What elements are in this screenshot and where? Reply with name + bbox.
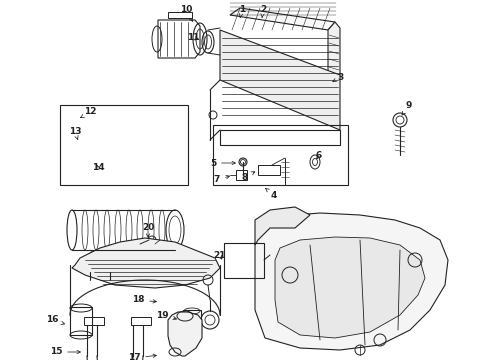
- Text: 21: 21: [213, 251, 225, 260]
- Bar: [84, 317, 104, 325]
- Text: 11: 11: [187, 33, 199, 42]
- Bar: [224, 243, 264, 278]
- Polygon shape: [328, 22, 340, 80]
- Text: 1: 1: [239, 5, 245, 17]
- Text: 4: 4: [266, 188, 277, 199]
- Polygon shape: [255, 213, 448, 350]
- Polygon shape: [168, 312, 202, 356]
- Bar: [60, 105, 188, 185]
- Text: 9: 9: [402, 100, 412, 115]
- Text: 7: 7: [214, 175, 229, 184]
- Text: 20: 20: [142, 224, 154, 237]
- Text: 2: 2: [260, 5, 266, 17]
- Text: 8: 8: [242, 172, 255, 181]
- Bar: [213, 125, 348, 185]
- Text: 14: 14: [92, 163, 104, 172]
- Text: 12: 12: [81, 108, 96, 118]
- Text: 3: 3: [333, 73, 343, 82]
- Bar: [131, 317, 151, 325]
- Text: 19: 19: [156, 310, 176, 320]
- Text: 16: 16: [46, 315, 65, 324]
- Bar: [70, 307, 92, 335]
- Polygon shape: [255, 207, 310, 245]
- Text: 5: 5: [210, 158, 235, 167]
- Text: 6: 6: [316, 150, 322, 159]
- Polygon shape: [72, 238, 220, 288]
- Text: 17: 17: [128, 354, 156, 360]
- Text: 18: 18: [132, 296, 156, 305]
- Polygon shape: [275, 237, 425, 338]
- Text: 13: 13: [69, 127, 81, 139]
- Bar: [183, 310, 201, 332]
- Text: 15: 15: [50, 347, 80, 356]
- Text: 10: 10: [180, 5, 193, 21]
- Polygon shape: [230, 8, 335, 30]
- Polygon shape: [220, 30, 340, 130]
